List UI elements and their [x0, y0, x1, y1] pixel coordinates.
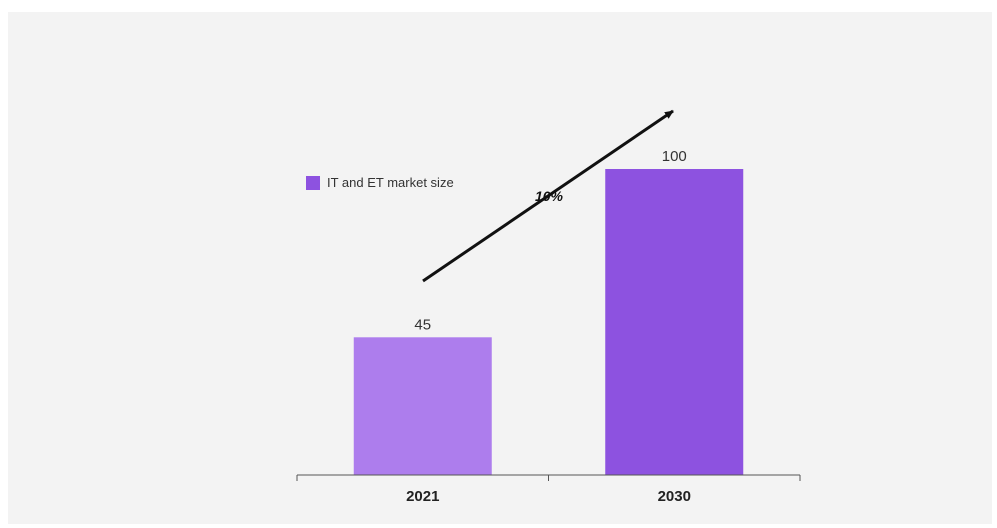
data-label-2021: 45: [414, 316, 431, 333]
x-tick-label-2021: 2021: [406, 488, 439, 505]
data-label-2030: 100: [662, 148, 687, 165]
growth-arrow: [422, 109, 674, 283]
legend-label: IT and ET market size: [327, 175, 454, 190]
bar-2021: [353, 337, 492, 475]
chart-legend: IT and ET market size: [306, 175, 454, 190]
legend-swatch: [306, 175, 320, 190]
bar-2030: [605, 169, 744, 475]
chart-background: [8, 12, 992, 524]
x-tick-label-2030: 2030: [658, 488, 691, 505]
growth-rate-label: 10%: [535, 188, 564, 204]
